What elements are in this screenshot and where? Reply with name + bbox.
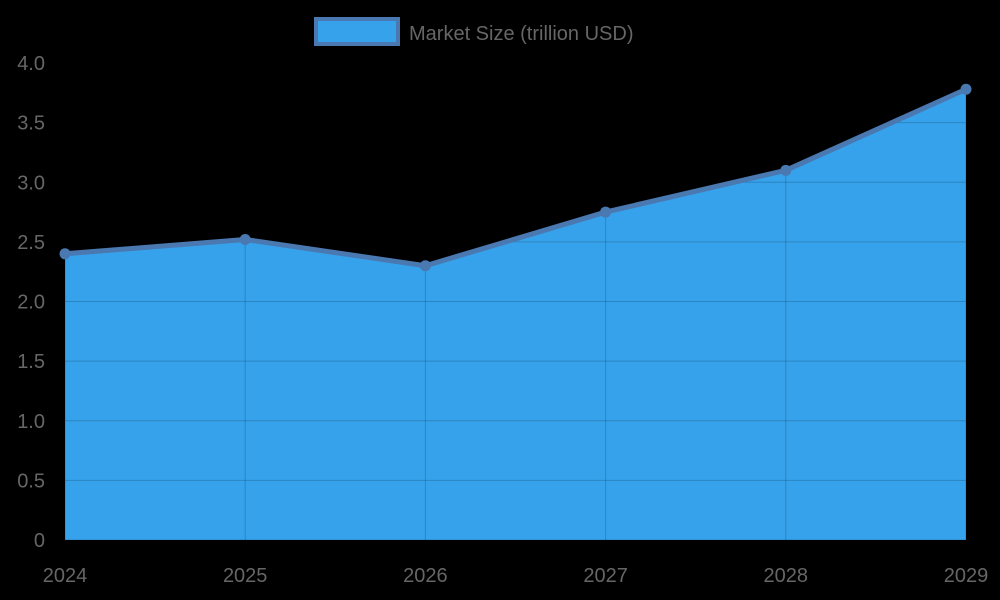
legend[interactable]: Market Size (trillion USD) — [314, 17, 633, 46]
area-fill — [65, 89, 966, 541]
y-tick-label: 2.5 — [17, 232, 45, 254]
data-point[interactable] — [239, 233, 251, 245]
legend-label: Market Size (trillion USD) — [409, 23, 633, 45]
y-tick-label: 1.0 — [17, 411, 45, 433]
data-point[interactable] — [59, 248, 71, 260]
x-tick-label: 2025 — [223, 565, 268, 587]
y-tick-label: 1.5 — [17, 351, 45, 373]
y-tick-label: 3.0 — [17, 172, 45, 194]
data-point[interactable] — [419, 260, 431, 272]
x-tick-label: 2026 — [403, 565, 448, 587]
x-axis: 2024 2025 2026 2027 2028 2029 — [43, 565, 989, 587]
line-series — [59, 83, 972, 272]
x-tick-label: 2027 — [583, 565, 628, 587]
area-series — [65, 89, 966, 541]
x-tick-label: 2028 — [764, 565, 809, 587]
x-tick-label: 2024 — [43, 565, 88, 587]
legend-swatch — [314, 17, 400, 46]
y-tick-label: 0.5 — [17, 470, 45, 492]
data-line — [64, 86, 968, 269]
data-point[interactable] — [600, 206, 612, 218]
y-axis: 0 0.5 1.0 1.5 2.0 2.5 3.0 3.5 4.0 — [17, 53, 45, 552]
x-tick-label: 2029 — [944, 565, 989, 587]
y-tick-label: 0 — [34, 530, 45, 552]
data-point[interactable] — [960, 83, 972, 95]
y-tick-label: 2.0 — [17, 292, 45, 314]
y-tick-label: 3.5 — [17, 113, 45, 135]
y-tick-label: 4.0 — [17, 53, 45, 75]
data-point[interactable] — [780, 164, 792, 176]
